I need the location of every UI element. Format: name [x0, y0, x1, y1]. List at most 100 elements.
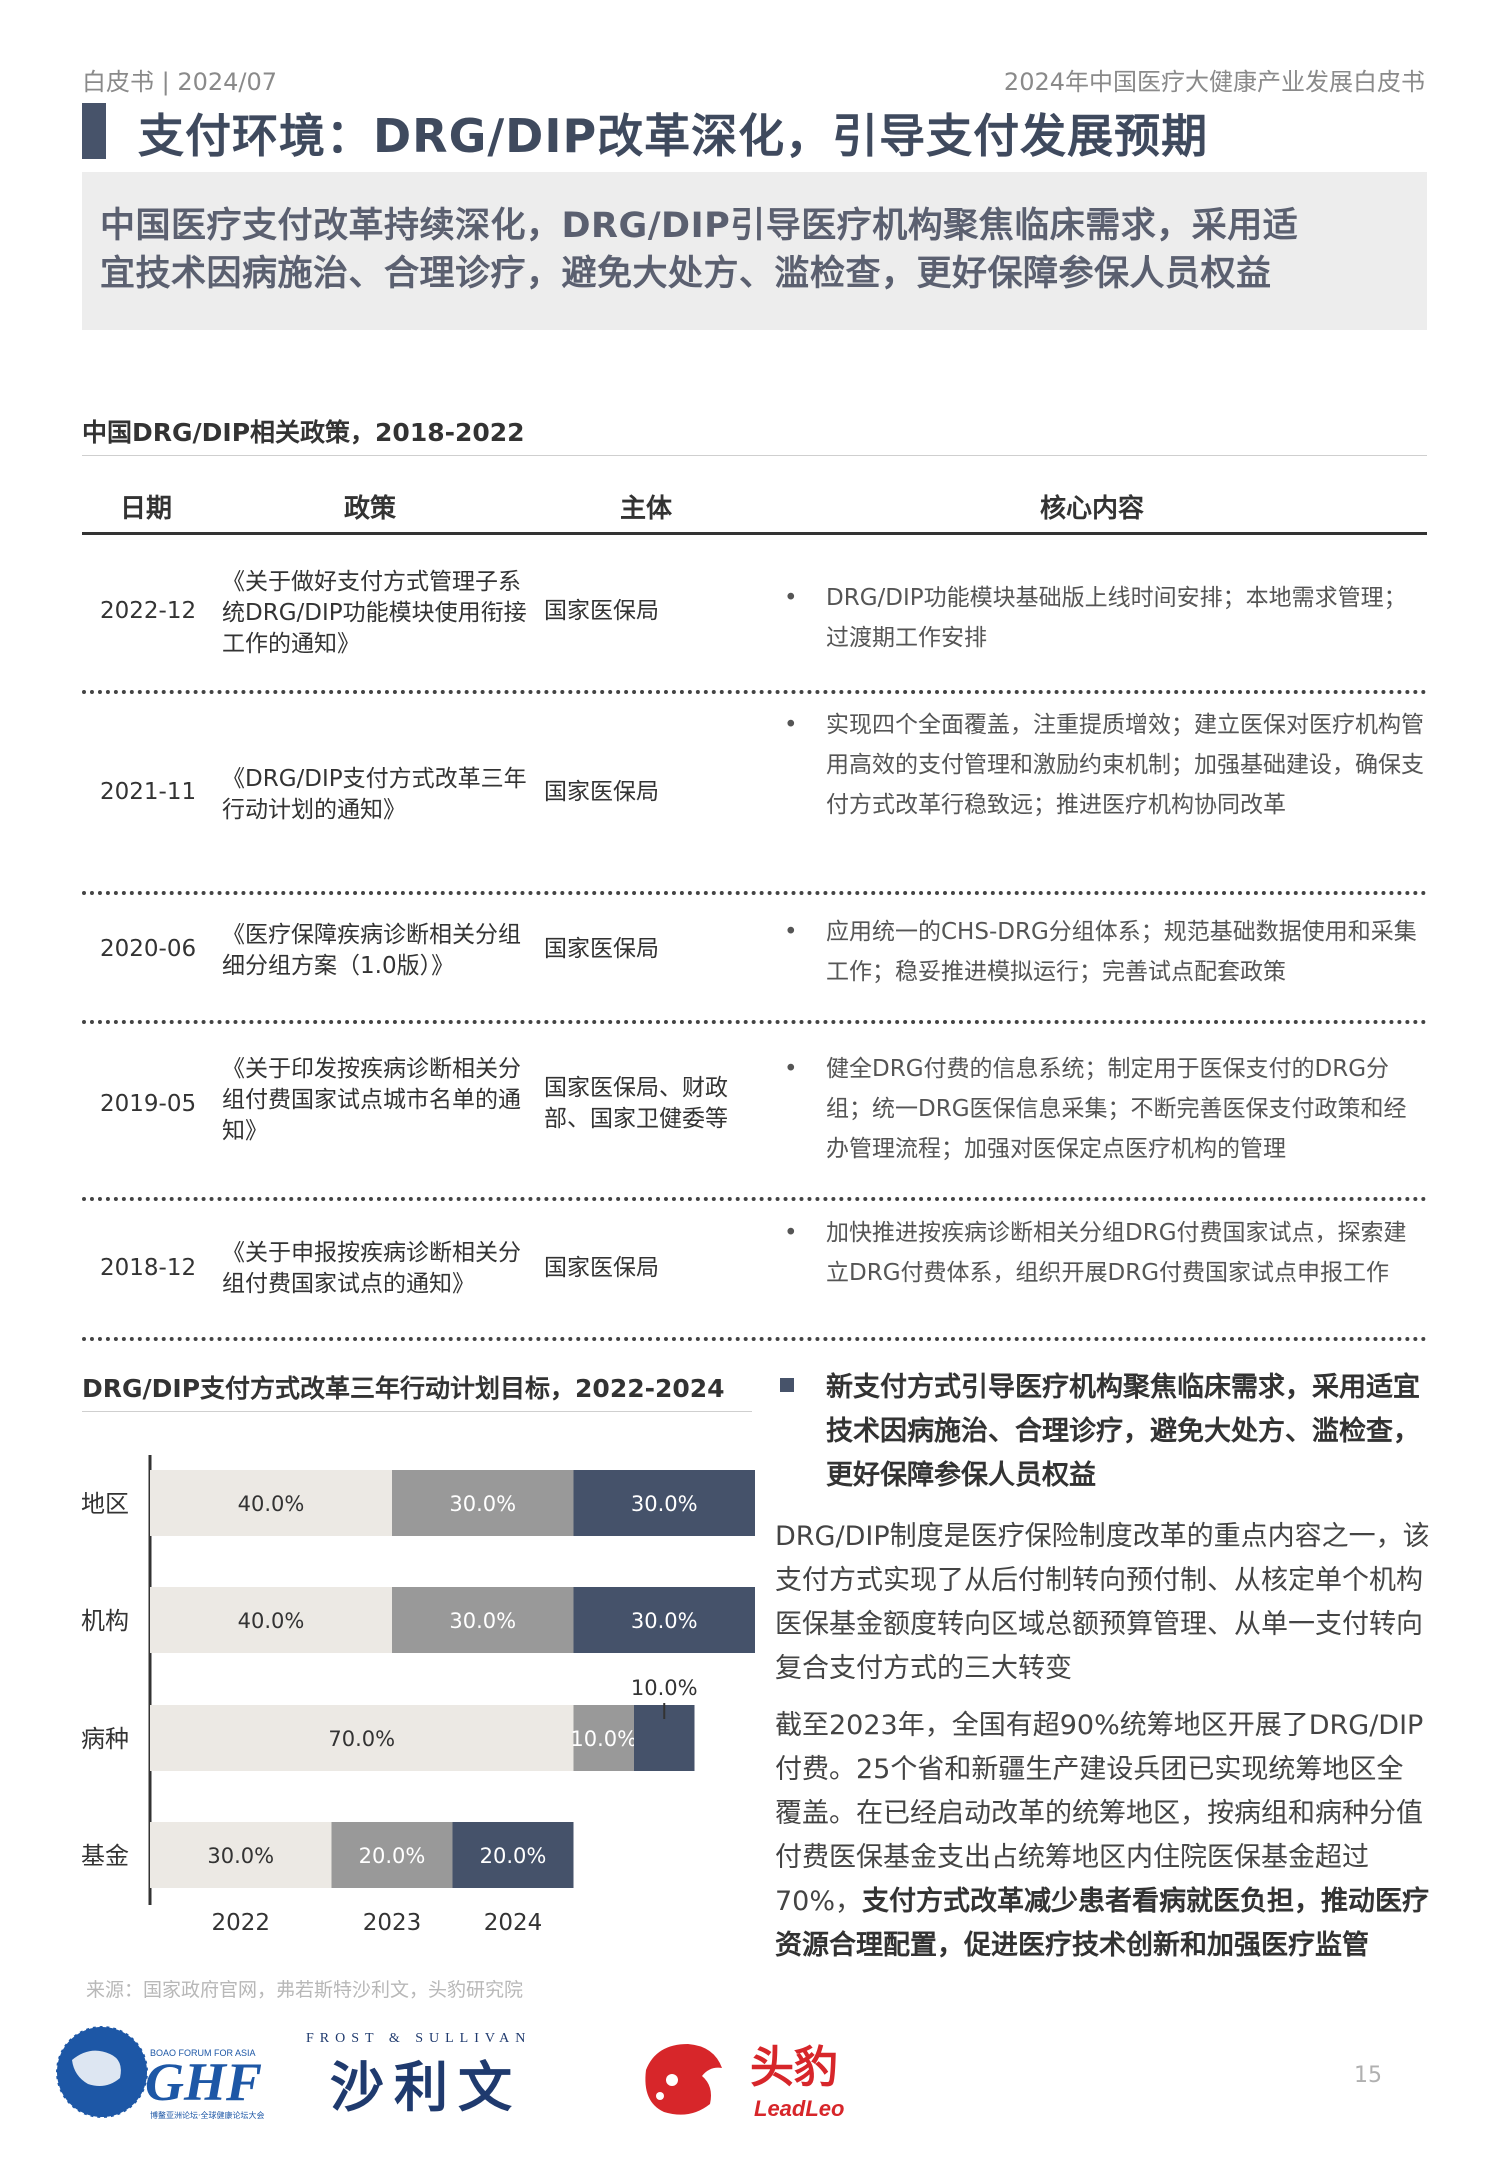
row-policy: 《DRG/DIP支付方式改革三年行动计划的通知》 [222, 766, 527, 823]
row-content: • 健全DRG付费的信息系统；制定用于医保支付的DRG分组；统一DRG医保信息采… [784, 1049, 1424, 1169]
bar-segment [634, 1705, 695, 1771]
side-heading: 新支付方式引导医疗机构聚焦临床需求，采用适宜技术因病施治、合理诊疗，避免大处方、… [826, 1372, 1420, 1491]
ghf-top-text: BOAO FORUM FOR ASIA [150, 2048, 256, 2058]
policy-table-title-rule [82, 455, 1427, 456]
bullet-icon: • [784, 919, 798, 945]
row-content: • DRG/DIP功能模块基础版上线时间安排；本地需求管理；过渡期工作安排 [784, 578, 1424, 658]
page-number: 15 [1354, 2063, 1382, 2088]
row-content-text: 实现四个全面覆盖，注重提质增效；建立医保对医疗机构管用高效的支付管理和激励约束机… [826, 712, 1424, 818]
bar-segment [392, 1587, 574, 1653]
data-label: 70.0% [328, 1727, 395, 1751]
row-content: • 应用统一的CHS-DRG分组体系；规范基础数据使用和采集工作；稳妥推进模拟运… [784, 912, 1424, 992]
row-date: 2019-05 [100, 1091, 197, 1117]
row-policy: 《关于做好支付方式管理子系统DRG/DIP功能模块使用衔接工作的通知》 [222, 569, 527, 657]
data-label: 10.0% [631, 1676, 698, 1700]
data-label: 30.0% [631, 1609, 698, 1633]
category-label: 病种 [81, 1725, 129, 1753]
bullet-icon: • [784, 585, 798, 611]
row-issuer: 国家医保局 [544, 779, 659, 805]
row-content-text: DRG/DIP功能模块基础版上线时间安排；本地需求管理；过渡期工作安排 [826, 585, 1407, 651]
bar-segment [452, 1822, 574, 1888]
row-issuer: 国家医保局 [544, 1255, 659, 1281]
row-policy: 《关于印发按疾病诊断相关分组付费国家试点城市名单的通知》 [222, 1056, 521, 1144]
legend-year-label: 2023 [363, 1910, 422, 1936]
frost-sullivan-cn: 沙利文 [330, 2056, 522, 2119]
data-label: 30.0% [631, 1492, 698, 1516]
row-issuer: 国家医保局 [544, 598, 659, 624]
bullet-icon: • [784, 1056, 798, 1082]
header-right: 2024年中国医疗大健康产业发展白皮书 [1003, 68, 1425, 96]
bar-segment [150, 1822, 332, 1888]
row-divider [82, 1020, 1427, 1024]
ghf-logo: BOAO FORUM FOR ASIA GHF 博鳌亚洲论坛·全球健康论坛大会 [55, 2025, 265, 2120]
chart-title-rule [82, 1411, 752, 1412]
bar-segment [150, 1470, 392, 1536]
data-label: 30.0% [449, 1609, 516, 1633]
frost-sullivan-en: FROST & SULLIVAN [306, 2031, 531, 2046]
bar-segment [573, 1470, 755, 1536]
row-policy: 《医疗保障疾病诊断相关分组细分组方案（1.0版）》 [222, 922, 521, 979]
row-date: 2021-11 [100, 779, 197, 805]
bar-segment [331, 1822, 453, 1888]
row-content-text: 健全DRG付费的信息系统；制定用于医保支付的DRG分组；统一DRG医保信息采集；… [826, 1056, 1407, 1162]
legend-year-label: 2022 [211, 1910, 270, 1936]
row-divider [82, 690, 1427, 694]
legend-year-label: 2024 [484, 1910, 543, 1936]
bar-segment [150, 1587, 392, 1653]
data-label: 10.0% [570, 1727, 637, 1751]
bar-segment [573, 1587, 755, 1653]
row-date: 2022-12 [100, 598, 197, 624]
chart-title: DRG/DIP支付方式改革三年行动计划目标，2022-2024 [82, 1374, 725, 1403]
row-date: 2020-06 [100, 936, 197, 962]
side-paragraph-1: DRG/DIP制度是医疗保险制度改革的重点内容之一，该支付方式实现了从后付制转向… [775, 1521, 1430, 1684]
page-title: 支付环境：DRG/DIP改革深化，引导支付发展预期 [138, 109, 1209, 163]
row-divider [82, 891, 1427, 895]
col-header-content: 核心内容 [1040, 494, 1145, 524]
bullet-icon: • [784, 1220, 798, 1246]
square-bullet-icon [780, 1378, 794, 1392]
row-policy: 《关于申报按疾病诊断相关分组付费国家试点的通知》 [222, 1240, 521, 1297]
leadleo-cn: 头豹 [750, 2042, 838, 2093]
leadleo-logo: 头豹 LeadLeo [645, 2042, 844, 2121]
data-label: 40.0% [238, 1492, 305, 1516]
header-rule [82, 532, 1427, 535]
row-content: • 加快推进按疾病诊断相关分组DRG付费国家试点，探索建立DRG付费体系，组织开… [784, 1213, 1424, 1293]
source-note: 来源：国家政府官网，弗若斯特沙利文，头豹研究院 [86, 1979, 524, 2001]
bullet-icon: • [784, 712, 798, 738]
bar-segment [150, 1705, 574, 1771]
row-content-text: 应用统一的CHS-DRG分组体系；规范基础数据使用和采集工作；稳妥推进模拟运行；… [826, 919, 1417, 985]
col-header-issuer: 主体 [620, 494, 673, 524]
summary-box: 中国医疗支付改革持续深化，DRG/DIP引导医疗机构聚焦临床需求，采用适 宜技术… [82, 172, 1427, 330]
category-label: 地区 [81, 1490, 129, 1518]
data-label: 40.0% [238, 1609, 305, 1633]
side-paragraph-2-plain: 截至2023年，全国有超90%统筹地区开展了DRG/DIP付费。25个省和新疆生… [775, 1710, 1424, 1917]
row-divider [82, 1197, 1427, 1201]
row-divider [82, 1337, 1427, 1341]
row-content-text: 加快推进按疾病诊断相关分组DRG付费国家试点，探索建立DRG付费体系，组织开展D… [826, 1220, 1407, 1286]
ghf-text: GHF [145, 2052, 262, 2112]
data-label: 20.0% [359, 1844, 426, 1868]
leadleo-en: LeadLeo [754, 2096, 844, 2121]
footer-logos: BOAO FORUM FOR ASIA GHF 博鳌亚洲论坛·全球健康论坛大会 … [55, 2025, 844, 2121]
category-label: 基金 [81, 1842, 129, 1870]
data-label: 30.0% [207, 1844, 274, 1868]
row-content: • 实现四个全面覆盖，注重提质增效；建立医保对医疗机构管用高效的支付管理和激励约… [784, 705, 1424, 825]
summary-line-2: 宜技术因病施治、合理诊疗，避免大处方、滥检查，更好保障参保人员权益 [100, 254, 1272, 294]
policy-table-title: 中国DRG/DIP相关政策，2018-2022 [82, 418, 525, 447]
data-label: 30.0% [449, 1492, 516, 1516]
header-left: 白皮书 | 2024/07 [82, 68, 278, 96]
side-paragraph-2-bold: 支付方式改革减少患者看病就医负担，推动医疗资源合理配置，促进医疗技术创新和加强医… [775, 1886, 1430, 1961]
bar-segment [392, 1470, 574, 1536]
side-paragraph-2: 截至2023年，全国有超90%统筹地区开展了DRG/DIP付费。25个省和新疆生… [775, 1704, 1430, 1968]
row-issuer: 国家医保局 [544, 936, 659, 962]
data-label: 20.0% [480, 1844, 547, 1868]
ghf-sub-text: 博鳌亚洲论坛·全球健康论坛大会 [150, 2110, 265, 2120]
row-issuer: 国家医保局、财政部、国家卫健委等 [544, 1075, 728, 1132]
category-label: 机构 [81, 1607, 129, 1635]
summary-line-1: 中国医疗支付改革持续深化，DRG/DIP引导医疗机构聚焦临床需求，采用适 [100, 206, 1299, 246]
col-header-date: 日期 [120, 494, 173, 524]
col-header-policy: 政策 [344, 494, 397, 524]
frost-sullivan-logo: FROST & SULLIVAN 沙利文 [306, 2031, 531, 2119]
row-date: 2018-12 [100, 1255, 197, 1281]
bar-segment [573, 1705, 634, 1771]
